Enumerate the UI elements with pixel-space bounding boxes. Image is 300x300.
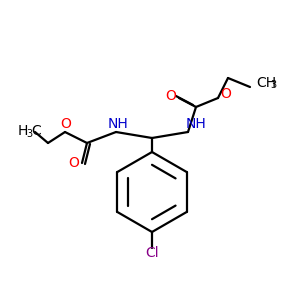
Text: O: O [69, 156, 80, 170]
Text: NH: NH [186, 117, 206, 131]
Text: O: O [220, 87, 231, 101]
Text: H: H [18, 124, 28, 138]
Text: O: O [166, 89, 176, 103]
Text: C: C [31, 124, 41, 138]
Text: CH: CH [256, 76, 276, 90]
Text: 3: 3 [270, 80, 276, 90]
Text: NH: NH [108, 117, 128, 131]
Text: 3: 3 [26, 129, 32, 139]
Text: O: O [61, 117, 71, 131]
Text: Cl: Cl [145, 246, 159, 260]
